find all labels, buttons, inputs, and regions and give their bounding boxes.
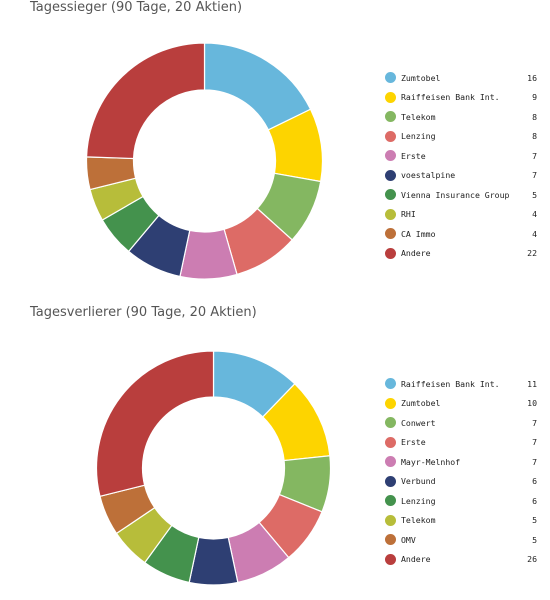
legend-label: CA Immo: [401, 228, 436, 239]
legend-losers: Raiffeisen Bank Int. 11 Zumtobel 10 Conwert 7…: [385, 374, 537, 569]
legend-item-winners-voestalpine[interactable]: voestalpine 7: [385, 166, 537, 186]
legend-label: Zumtobel: [401, 72, 441, 83]
slice-winners-andere[interactable]: [85, 42, 206, 160]
legend-value: 7: [532, 417, 537, 428]
legend-item-winners-erste[interactable]: Erste 7: [385, 146, 537, 166]
legend-label: Conwert: [401, 417, 436, 428]
legend-swatch-icon: [385, 208, 396, 220]
legend-value: 6: [532, 495, 537, 506]
legend-value: 22: [527, 248, 537, 259]
legend-label: Telekom: [401, 111, 436, 122]
legend-label: Vienna Insurance Group: [401, 189, 510, 200]
legend-value: 10: [527, 398, 537, 409]
legend-label: Lenzing: [401, 131, 436, 142]
legend-item-losers-omv[interactable]: OMV 5: [385, 530, 537, 550]
legend-value: 8: [532, 131, 537, 142]
legend-item-losers-telekom[interactable]: Telekom 5: [385, 511, 537, 531]
legend-swatch-icon: [385, 169, 396, 181]
legend-value: 4: [532, 228, 537, 239]
legend-item-winners-rhi[interactable]: RHI 4: [385, 205, 537, 225]
legend-item-winners-vienna-insurance-group[interactable]: Vienna Insurance Group 5: [385, 185, 537, 205]
legend-item-losers-conwert[interactable]: Conwert 7: [385, 413, 537, 433]
legend-swatch-icon: [385, 130, 396, 142]
legend-value: 5: [532, 189, 537, 200]
legend-label: Zumtobel: [401, 398, 441, 409]
legend-value: 4: [532, 209, 537, 220]
legend-label: Telekom: [401, 515, 436, 526]
legend-item-winners-raiffeisen-bank-int[interactable]: Raiffeisen Bank Int. 9: [385, 88, 537, 108]
legend-value: 16: [527, 72, 537, 83]
legend-value: 26: [527, 554, 537, 565]
legend-swatch-icon: [385, 456, 396, 468]
legend-swatch-icon: [385, 495, 396, 507]
legend-winners: Zumtobel 16 Raiffeisen Bank Int. 9 Telekom 8 L…: [385, 68, 537, 263]
legend-label: Lenzing: [401, 495, 436, 506]
legend-value: 7: [532, 150, 537, 161]
legend-value: 5: [532, 515, 537, 526]
legend-label: Andere: [401, 248, 431, 259]
legend-swatch-icon: [385, 417, 396, 429]
legend-item-losers-erste[interactable]: Erste 7: [385, 433, 537, 453]
legend-value: 9: [532, 92, 537, 103]
legend-swatch-icon: [385, 378, 396, 390]
legend-swatch-icon: [385, 72, 396, 84]
legend-value: 7: [532, 170, 537, 181]
legend-swatch-icon: [385, 514, 396, 526]
legend-value: 11: [527, 378, 537, 389]
legend-item-winners-lenzing[interactable]: Lenzing 8: [385, 127, 537, 147]
legend-value: 6: [532, 476, 537, 487]
legend-label: Andere: [401, 554, 431, 565]
legend-item-winners-andere[interactable]: Andere 22: [385, 244, 537, 264]
legend-item-losers-verbund[interactable]: Verbund 6: [385, 472, 537, 492]
chart-title-losers: Tagesverlierer (90 Tage, 20 Aktien): [30, 305, 257, 320]
legend-swatch-icon: [385, 534, 396, 546]
legend-item-winners-telekom[interactable]: Telekom 8: [385, 107, 537, 127]
donut-chart-losers: [95, 350, 332, 586]
legend-label: Erste: [401, 150, 426, 161]
legend-label: Raiffeisen Bank Int.: [401, 378, 500, 389]
legend-swatch-icon: [385, 150, 396, 162]
legend-item-winners-zumtobel[interactable]: Zumtobel 16: [385, 68, 537, 88]
legend-item-losers-andere[interactable]: Andere 26: [385, 550, 537, 570]
donut-chart-winners: [85, 42, 324, 280]
legend-swatch-icon: [385, 189, 396, 201]
legend-item-losers-raiffeisen-bank-int[interactable]: Raiffeisen Bank Int. 11: [385, 374, 537, 394]
legend-item-winners-ca-immo[interactable]: CA Immo 4: [385, 224, 537, 244]
legend-label: RHI: [401, 209, 416, 220]
legend-swatch-icon: [385, 475, 396, 487]
legend-swatch-icon: [385, 436, 396, 448]
legend-label: Raiffeisen Bank Int.: [401, 92, 500, 103]
legend-swatch-icon: [385, 247, 396, 259]
chart-title-winners: Tagessieger (90 Tage, 20 Aktien): [30, 0, 243, 15]
legend-swatch-icon: [385, 228, 396, 240]
legend-swatch-icon: [385, 111, 396, 123]
slice-losers-andere[interactable]: [95, 350, 215, 498]
legend-label: voestalpine: [401, 170, 456, 181]
legend-label: Erste: [401, 437, 426, 448]
legend-swatch-icon: [385, 553, 396, 565]
legend-item-losers-zumtobel[interactable]: Zumtobel 10: [385, 394, 537, 414]
legend-value: 5: [532, 534, 537, 545]
legend-value: 7: [532, 456, 537, 467]
legend-label: Verbund: [401, 476, 436, 487]
legend-item-losers-mayr-melnhof[interactable]: Mayr-Melnhof 7: [385, 452, 537, 472]
legend-value: 8: [532, 111, 537, 122]
legend-label: OMV: [401, 534, 416, 545]
legend-swatch-icon: [385, 397, 396, 409]
legend-swatch-icon: [385, 91, 396, 103]
legend-item-losers-lenzing[interactable]: Lenzing 6: [385, 491, 537, 511]
legend-value: 7: [532, 437, 537, 448]
legend-label: Mayr-Melnhof: [401, 456, 461, 467]
